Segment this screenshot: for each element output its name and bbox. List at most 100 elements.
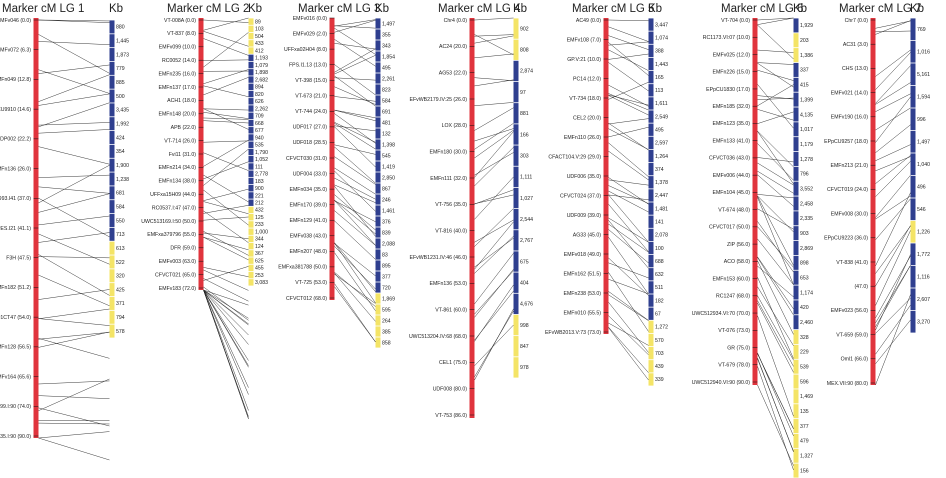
contig-segment <box>513 124 519 145</box>
contig-segment <box>513 251 519 272</box>
kb-label: 539 <box>800 365 809 371</box>
contig-segment <box>793 374 799 389</box>
contig-segment <box>648 281 654 294</box>
connector-line <box>757 131 794 168</box>
contig-segment <box>793 448 799 463</box>
contig-segment <box>793 389 799 404</box>
connector-line <box>757 62 794 65</box>
kb-label: 2,262 <box>255 106 268 112</box>
connector-line <box>203 17 249 31</box>
marker-label: VT-076 (73.0) <box>718 328 750 334</box>
connector-line <box>608 118 649 125</box>
connector-line <box>203 289 249 411</box>
marker-label: CFACT104.V:29 (29.0) <box>548 154 601 160</box>
kb-label: 339 <box>655 377 664 383</box>
connector-line <box>608 84 649 107</box>
marker-label: VT-674 (48.0) <box>718 207 750 213</box>
kb-label: 203 <box>800 38 809 44</box>
marker-label: EMFn133 (41.0) <box>713 138 751 144</box>
marker-label: AG53 (22.0) <box>439 70 468 76</box>
connector-line <box>474 152 514 176</box>
connector-line <box>474 253 514 305</box>
kb-label: 377 <box>800 424 809 430</box>
connector-line <box>203 289 249 361</box>
connector-line <box>757 97 794 100</box>
marker-label: EPpCU9223 (36.0) <box>824 236 868 242</box>
marker-label: EMFxa381788 (50.0) <box>278 265 327 271</box>
connector-line <box>38 146 110 165</box>
connector-line <box>474 53 514 59</box>
contig-segment <box>248 206 254 214</box>
group-header: Marker cM LG 4 <box>438 3 521 15</box>
kb-header: Kb <box>375 3 389 15</box>
kb-header: Kb <box>648 3 662 15</box>
contig-segment <box>248 90 254 98</box>
contig-segment <box>793 433 799 448</box>
marker-label: MEX.VII:90 (80.0) <box>827 381 869 387</box>
kb-label: 596 <box>800 379 809 385</box>
kb-label: 881 <box>520 111 529 117</box>
kb-label: 1,398 <box>382 142 395 148</box>
connector-line <box>38 431 110 439</box>
connector-line <box>875 319 911 364</box>
connector-line <box>38 332 110 340</box>
marker-label: EMFxa379796 (55.0) <box>147 232 196 238</box>
kb-header: Kb <box>248 3 262 15</box>
marker-label: EMFv003 (63.0) <box>159 259 196 265</box>
contig-segment <box>910 220 916 243</box>
connector-line <box>757 265 794 298</box>
marker-label: VT-659 (59.0) <box>836 332 868 338</box>
kb-label: 688 <box>655 259 664 265</box>
contig-segment <box>793 240 799 256</box>
group-header: Marker cM LG 2 <box>167 3 249 15</box>
connector-line <box>203 237 249 261</box>
kb-label: 779 <box>116 66 125 72</box>
contig-segment <box>513 314 519 336</box>
contig-segment <box>793 226 799 241</box>
connector-line <box>608 142 649 177</box>
marker-label: UWC513099.I:90 (74.0) <box>0 404 31 410</box>
kb-label: 681 <box>116 191 125 197</box>
connector-line <box>608 35 649 50</box>
contig-segment <box>793 359 799 374</box>
marker-label: EMFv006 (44.0) <box>713 173 750 179</box>
connector-line <box>203 289 249 306</box>
kb-label: 1,772 <box>917 252 930 258</box>
contig-segment <box>513 166 519 188</box>
kb-label: 328 <box>800 335 809 341</box>
group-header: Marker cM LG 3 <box>298 3 380 15</box>
kb-label: 900 <box>255 186 264 192</box>
marker-label: ZIP (56.0) <box>727 242 750 248</box>
kb-label: 83 <box>382 252 388 258</box>
marker-label: UFFxa15H09 (44.0) <box>150 192 196 198</box>
connector-line <box>474 290 514 341</box>
contig-segment <box>648 202 654 215</box>
marker-label: CFVCT017 (50.0) <box>709 225 750 231</box>
kb-label: 511 <box>655 285 663 291</box>
connector-line <box>608 223 649 253</box>
linkage-group-lg-5: Marker cM LG 5Kb 3,447 1,074 388 1,443 165 113… <box>545 3 668 386</box>
contig-segment <box>648 57 654 71</box>
marker-label: VT-398 (15.0) <box>295 78 327 84</box>
marker-label: EMFv016 (0.0) <box>293 16 328 22</box>
kb-label: 1,040 <box>917 162 930 168</box>
marker-label: VT-753 (86.0) <box>435 413 467 419</box>
connector-line <box>474 123 514 150</box>
connector-line <box>203 108 249 111</box>
contig-segment <box>648 215 654 228</box>
kb-label: 479 <box>800 439 809 445</box>
kb-label: 388 <box>655 49 664 55</box>
connector-line <box>757 63 794 88</box>
marker-label: VT-861 (60.0) <box>435 307 467 313</box>
kb-label: 67 <box>655 312 661 318</box>
connector-line <box>608 322 649 346</box>
kb-label: 481 <box>382 120 391 126</box>
kb-label: 1,116 <box>917 275 930 281</box>
connector-line <box>38 197 110 238</box>
marker-label: EMFn207 (48.0) <box>290 249 328 255</box>
contig-segment <box>109 200 115 214</box>
marker-label: EMFn134 (38.0) <box>159 179 197 185</box>
kb-label: 495 <box>382 65 391 71</box>
marker-label: EMFn049 (12.8) <box>0 77 31 83</box>
marker-label: EMFv021 (14.0) <box>831 90 868 96</box>
